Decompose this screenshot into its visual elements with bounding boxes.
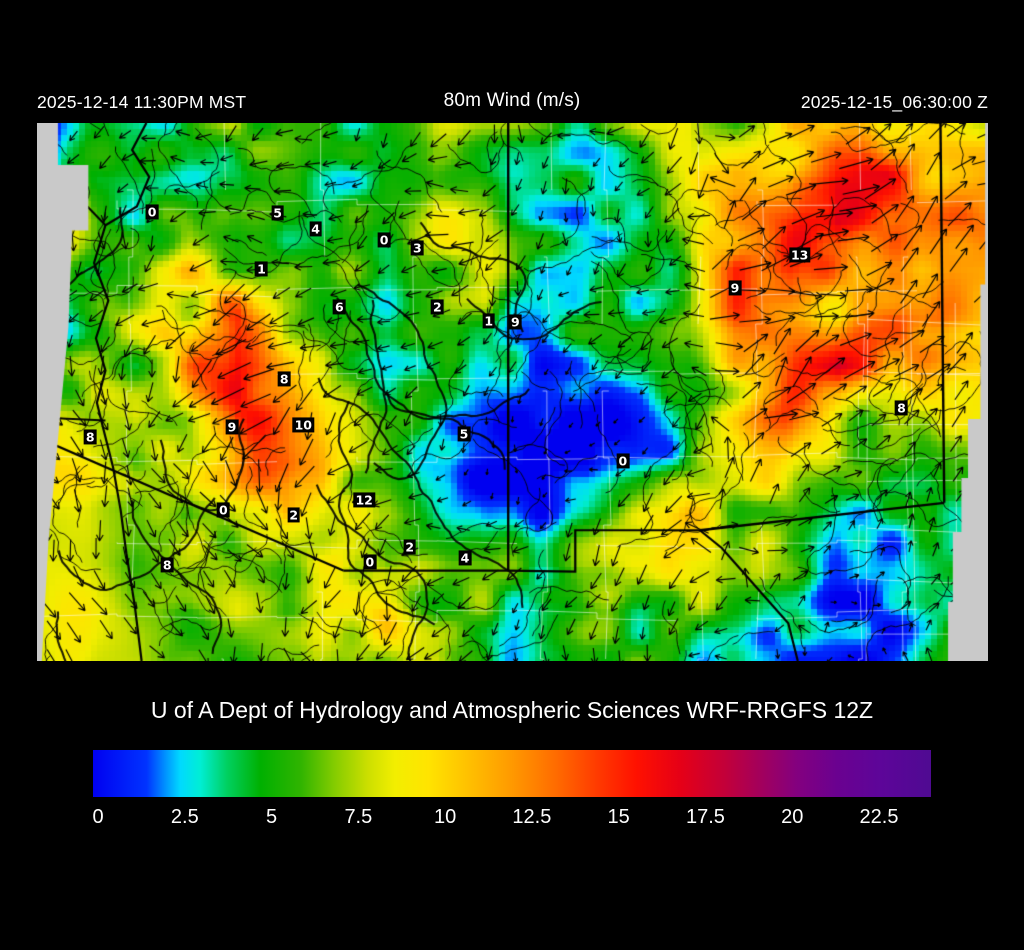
colorbar-tick: 10 [434,806,457,828]
colorbar-tick: 17.5 [685,806,725,828]
colorbar-tick: 2.5 [170,806,199,828]
wind-map-panel: 0 5 4 1 0 3 6 2 1 9 13 9 8 9 10 5 8 8 0 2 12 0 2 0 4 8 [37,123,988,661]
colorbar-tick: 12.5 [512,806,552,828]
valid-timestamp-utc: 2025-12-15_06:30:00 Z [800,92,988,112]
colorbar-tick: 0 [92,806,104,828]
colorbar-tick: 15 [607,806,630,828]
init-timestamp-local: 2025-12-14 11:30PM MST [37,92,247,112]
wind-speed-field-canvas [37,123,988,661]
attribution-caption: U of A Dept of Hydrology and Atmospheric… [150,697,874,723]
colorbar-tick: 20 [781,806,804,828]
colorbar-tick: 22.5 [859,806,899,828]
colorbar-tick-labels: 0 2.5 5 7.5 10 12.5 15 17.5 20 22.5 [92,806,931,836]
colorbar-tick: 5 [266,806,278,828]
plot-title: 80m Wind (m/s) [443,90,581,111]
colorbar-tick: 7.5 [344,806,373,828]
wind-speed-colorbar [93,750,931,797]
